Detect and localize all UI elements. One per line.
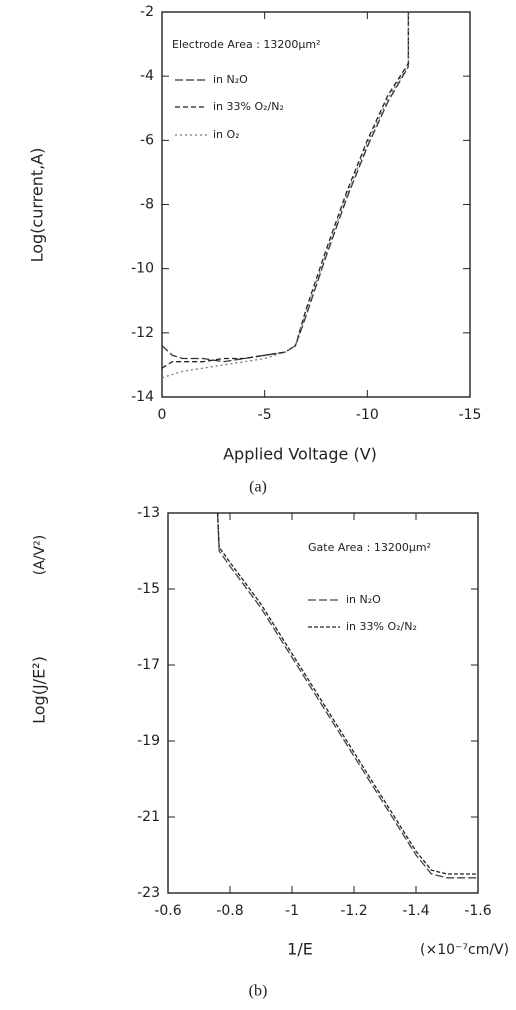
y-tick-label: -21 <box>137 809 160 825</box>
data-line <box>161 12 410 363</box>
legend-label: in N₂O <box>346 593 381 606</box>
x-axis-unit: (×10⁻⁷cm/V) <box>420 942 509 958</box>
data-line <box>216 512 478 879</box>
y-tick-label: -8 <box>140 197 154 213</box>
y-tick-label: -19 <box>137 733 160 749</box>
caption: (b) <box>249 983 268 1000</box>
legend-label: in N₂O <box>213 73 248 86</box>
data-line <box>161 12 410 369</box>
y-tick-label: -17 <box>137 657 160 673</box>
legend-label: in 33% O₂/N₂ <box>346 620 417 633</box>
y-tick-label: -6 <box>140 132 154 148</box>
plot-frame <box>167 512 479 894</box>
data-line <box>216 512 478 875</box>
caption: (a) <box>249 479 267 496</box>
legend-label: in 33% O₂/N₂ <box>213 100 284 113</box>
x-tick-label: -1 <box>285 903 299 919</box>
x-tick-label: -1.6 <box>464 903 491 919</box>
x-tick-label: -10 <box>356 407 379 423</box>
data-line <box>161 12 410 379</box>
x-tick-label: 0 <box>158 407 167 423</box>
y-tick-label: -2 <box>140 4 154 20</box>
x-tick-label: -5 <box>258 407 272 423</box>
x-tick-label: -0.6 <box>154 903 181 919</box>
y-tick-label: -10 <box>131 261 154 277</box>
annotation: Electrode Area : 13200μm² <box>172 38 321 51</box>
annotation: Gate Area : 13200μm² <box>308 541 431 554</box>
y-axis-unit: (A/V²) <box>32 535 48 575</box>
x-axis-label: 1/E <box>287 940 313 959</box>
plot-frame <box>161 11 471 398</box>
legend-label: in O₂ <box>213 128 240 141</box>
y-axis-label: Log(J/E²) <box>30 656 49 724</box>
y-tick-label: -4 <box>140 68 154 84</box>
x-tick-label: -1.4 <box>402 903 429 919</box>
y-axis-label: Log(current,A) <box>28 148 47 263</box>
x-tick-label: -0.8 <box>216 903 243 919</box>
y-tick-label: -23 <box>137 885 160 901</box>
x-axis-label: Applied Voltage (V) <box>223 445 377 464</box>
y-tick-label: -12 <box>131 325 154 341</box>
y-tick-label: -15 <box>137 581 160 597</box>
y-tick-label: -13 <box>137 505 160 521</box>
x-tick-label: -15 <box>459 407 482 423</box>
x-tick-label: -1.2 <box>340 903 367 919</box>
y-tick-label: -14 <box>131 389 154 405</box>
